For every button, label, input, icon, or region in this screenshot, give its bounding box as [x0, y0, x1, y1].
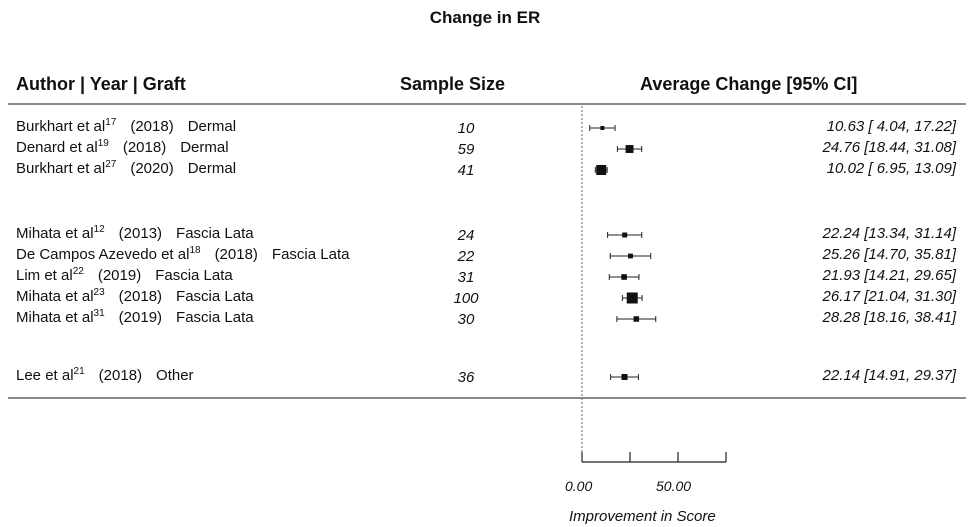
forest-mark	[609, 253, 652, 259]
column-header-sample-size: Sample Size	[400, 74, 506, 94]
study-label: Mihata et al23 (2018) Fascia Lata	[16, 287, 254, 305]
study-graft: Fascia Lata	[155, 267, 233, 284]
forest-mark	[589, 125, 616, 131]
sample-size-value: 24	[457, 227, 475, 244]
study-ref: 27	[105, 159, 117, 170]
sample-size-value: 36	[457, 369, 475, 386]
chart-title: Change in ER	[429, 8, 541, 27]
study-author: De Campos Azevedo et al	[16, 246, 190, 263]
study-ref: 18	[189, 245, 201, 256]
study-label: Mihata et al12 (2013) Fascia Lata	[16, 224, 254, 242]
study-label: De Campos Azevedo et al18 (2018) Fascia La…	[16, 245, 349, 263]
study-graft: Fascia Lata	[176, 309, 254, 326]
study-year: (2018)	[122, 139, 167, 156]
study-label: Lee et al21 (2018) Other	[16, 366, 194, 384]
point-estimate	[600, 126, 605, 130]
study-graft: Dermal	[187, 160, 237, 177]
study-author: Mihata et al	[16, 225, 94, 242]
sample-size-value: 31	[457, 269, 475, 286]
point-estimate	[596, 165, 607, 175]
ci-text: 24.76 [18.44, 31.08]	[822, 139, 956, 156]
study-label: Mihata et al31 (2019) Fascia Lata	[16, 308, 254, 326]
study-label: Burkhart et al17 (2018) Dermal	[16, 117, 236, 135]
study-author: Burkhart et al	[16, 160, 106, 177]
study-ref: 21	[73, 366, 85, 377]
study-ref: 17	[105, 117, 117, 128]
study-author: Lim et al	[16, 267, 73, 284]
study-ref: 19	[97, 138, 109, 149]
sample-size-value: 10	[457, 120, 475, 137]
x-axis-label: Improvement in Score	[569, 508, 716, 525]
study-year: (2018)	[118, 288, 163, 305]
forest-mark	[621, 292, 643, 304]
ci-text: 22.24 [13.34, 31.14]	[822, 225, 956, 242]
forest-mark	[608, 274, 640, 280]
point-estimate	[626, 292, 638, 304]
forest-mark	[616, 145, 643, 153]
study-graft: Dermal	[180, 139, 229, 156]
study-graft: Fascia Lata	[176, 225, 254, 242]
point-estimate	[622, 232, 628, 238]
forest-mark	[607, 232, 643, 238]
x-tick-label-0: 0.00	[565, 478, 593, 494]
study-graft: Dermal	[187, 118, 237, 135]
study-ref: 23	[93, 287, 105, 298]
study-author: Lee et al	[16, 367, 74, 384]
study-label: Burkhart et al27 (2020) Dermal	[16, 159, 236, 177]
study-author: Mihata et al	[16, 309, 94, 326]
forest-mark	[616, 316, 657, 322]
study-author: Mihata et al	[16, 288, 94, 305]
study-year: (2018)	[214, 246, 258, 263]
sample-size-value: 30	[457, 311, 475, 328]
study-year: (2018)	[98, 367, 143, 384]
point-estimate	[621, 274, 627, 280]
point-estimate	[625, 145, 634, 153]
sample-size-value: 41	[457, 162, 475, 179]
point-estimate	[633, 316, 640, 322]
study-graft: Fascia Lata	[271, 246, 350, 263]
study-ref: 12	[93, 224, 105, 235]
ci-text: 10.63 [ 4.04, 17.22]	[826, 118, 956, 135]
ci-text: 28.28 [18.16, 38.41]	[822, 309, 956, 326]
study-author: Denard et al	[16, 139, 98, 156]
ci-text: 25.26 [14.70, 35.81]	[822, 246, 956, 263]
ci-text: 10.02 [ 6.95, 13.09]	[826, 160, 956, 177]
study-year: (2018)	[130, 118, 174, 135]
ci-text: 21.93 [14.21, 29.65]	[822, 267, 956, 284]
study-year: (2019)	[118, 309, 163, 326]
footer-rule	[8, 397, 966, 399]
study-label: Denard et al19 (2018) Dermal	[16, 138, 229, 156]
study-year: (2020)	[130, 160, 174, 177]
column-header-study: Author | Year | Graft	[16, 74, 186, 94]
study-graft: Other	[156, 367, 194, 384]
study-graft: Fascia Lata	[176, 288, 254, 305]
ci-text: 22.14 [14.91, 29.37]	[822, 367, 956, 384]
column-header-effect: Average Change [95% CI]	[640, 74, 858, 94]
study-year: (2019)	[97, 267, 142, 284]
study-label: Lim et al22 (2019) Fascia Lata	[16, 266, 233, 284]
header-rule	[8, 103, 966, 105]
study-ref: 31	[93, 308, 105, 319]
point-estimate	[621, 374, 628, 380]
study-ref: 22	[72, 266, 84, 277]
sample-size-value: 59	[457, 141, 475, 158]
sample-size-value: 22	[457, 248, 475, 265]
x-tick-label-50: 50.00	[656, 478, 692, 494]
forest-mark	[594, 165, 608, 175]
ci-text: 26.17 [21.04, 31.30]	[822, 288, 956, 305]
point-estimate	[628, 253, 633, 259]
forest-mark	[610, 374, 639, 380]
study-author: Burkhart et al	[16, 118, 106, 135]
sample-size-value: 100	[453, 290, 479, 307]
study-year: (2013)	[118, 225, 163, 242]
